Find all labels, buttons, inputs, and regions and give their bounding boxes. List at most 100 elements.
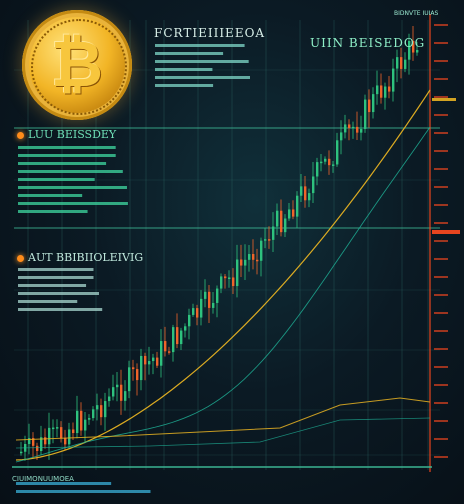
candle-body	[124, 391, 127, 401]
bitcoin-coin-icon: ₿	[22, 10, 132, 120]
candle-body	[356, 126, 359, 133]
block-heading: LUU BEISSDEY	[28, 128, 117, 141]
candle-body	[288, 209, 291, 219]
candle-body	[60, 427, 63, 439]
candle-body	[228, 277, 231, 279]
price-axis-tick	[434, 186, 448, 188]
marker-dot	[17, 255, 24, 262]
candle-body	[184, 326, 187, 331]
candle-body	[148, 361, 151, 365]
candle-body	[248, 254, 251, 260]
candle-body	[80, 410, 83, 431]
annotation-text-line	[18, 170, 123, 173]
candle-body	[400, 57, 403, 69]
annotation-text-line	[18, 202, 128, 205]
candle-body	[156, 357, 159, 366]
candle-body	[168, 351, 171, 353]
candle-body	[396, 57, 399, 69]
price-axis-tick	[434, 132, 448, 134]
block-heading: AUT BBIBIIOLEIVIG	[28, 251, 144, 264]
candle-body	[108, 396, 111, 402]
annotation-text-line	[155, 76, 250, 79]
candle-body	[256, 259, 259, 262]
annotation-text-line	[18, 154, 116, 157]
candle-body	[364, 99, 367, 129]
candle-body	[92, 409, 95, 419]
candle-body	[232, 277, 235, 287]
candle-body	[340, 132, 343, 141]
candle-body	[376, 85, 379, 95]
candle-body	[272, 226, 275, 240]
candle-body	[192, 308, 195, 315]
annotation-text-line	[18, 300, 78, 303]
candle-body	[372, 94, 375, 113]
candle-body	[344, 124, 347, 133]
price-axis-tick	[434, 312, 448, 314]
candle-body	[308, 193, 311, 201]
timeline-bar	[12, 466, 432, 468]
candle-body	[348, 124, 351, 129]
price-axis-marker	[432, 98, 456, 101]
price-axis-tick	[434, 366, 448, 368]
annotation-text-line	[18, 210, 88, 213]
marker-dot	[17, 132, 24, 139]
candle-body	[404, 59, 407, 69]
candle-body	[284, 218, 287, 233]
candle-body	[164, 341, 167, 352]
candle-body	[268, 239, 271, 241]
candle-body	[20, 451, 23, 454]
candle-body	[360, 128, 363, 133]
annotation-text-line	[155, 60, 249, 63]
bottom-legend: CIUIMONUUMOEA	[12, 475, 74, 483]
candle-body	[216, 288, 219, 303]
candle-body	[104, 401, 107, 418]
price-axis-tick	[434, 294, 448, 296]
trend-line	[15, 126, 431, 463]
candle-body	[368, 99, 371, 113]
price-axis-marker	[432, 230, 460, 234]
candle-body	[116, 384, 119, 388]
candle-body	[316, 162, 319, 177]
candle-body	[88, 418, 91, 420]
price-axis-tick	[434, 348, 448, 350]
lower-trend-line	[15, 417, 431, 449]
annotation-text-line	[18, 194, 83, 197]
price-axis-tick	[434, 168, 448, 170]
candle-body	[48, 427, 51, 445]
annotation-text-line	[18, 268, 94, 271]
candle-body	[56, 427, 59, 429]
price-axis-tick	[434, 24, 448, 26]
candle-body	[332, 164, 335, 166]
candle-body	[312, 176, 315, 194]
top-right-label: BIDNVTE IUIAS	[394, 10, 439, 17]
candle-body	[324, 158, 327, 162]
annotation-text-line	[18, 292, 99, 295]
candle-body	[292, 209, 295, 217]
candle-body	[172, 327, 175, 353]
candle-body	[180, 330, 183, 345]
candle-body	[112, 387, 115, 397]
price-axis-tick	[434, 96, 448, 98]
candle-body	[152, 357, 155, 362]
price-axis-tick	[434, 150, 448, 152]
candle-body	[264, 239, 267, 241]
candle-body	[32, 438, 35, 446]
candle-body	[100, 405, 103, 418]
price-axis-tick	[434, 42, 448, 44]
candle-body	[44, 437, 47, 445]
candle-body	[128, 367, 131, 392]
candle-body	[176, 327, 179, 345]
lower-average-line	[15, 397, 431, 441]
price-axis-tick	[434, 222, 448, 224]
candle-body	[84, 419, 87, 431]
candle-body	[384, 86, 387, 98]
candle-body	[200, 298, 203, 318]
candle-body	[64, 438, 67, 445]
price-axis-tick	[434, 276, 448, 278]
candle-body	[204, 291, 207, 299]
candle-body	[416, 50, 419, 53]
candle-body	[120, 384, 123, 401]
candle-body	[52, 427, 55, 430]
candle-body	[68, 429, 71, 445]
price-axis-tick	[434, 456, 448, 458]
